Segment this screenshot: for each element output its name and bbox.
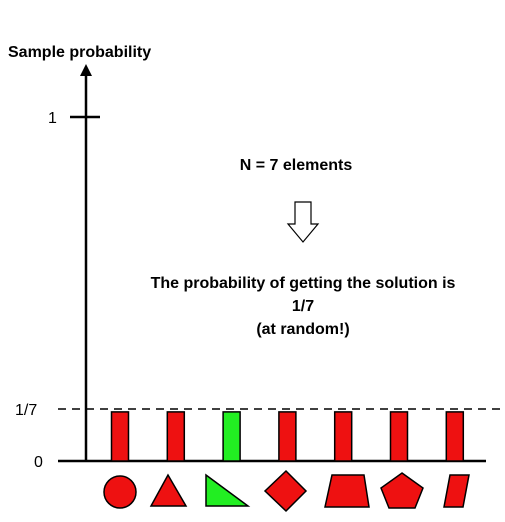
bar-triangle — [166, 411, 186, 462]
right-triangle-shape — [205, 473, 251, 507]
down-arrow-icon — [286, 201, 320, 243]
count-annotation: N = 7 elements — [240, 157, 353, 174]
y-tick-label-0: 0 — [34, 454, 43, 471]
bar-diamond — [278, 411, 297, 462]
triangle-shape — [149, 473, 188, 507]
bar-pentagon — [389, 411, 409, 462]
trapezoid-shape — [324, 474, 370, 508]
bar-trapezoid — [333, 411, 353, 462]
y-tick-label-1: 1 — [48, 110, 57, 127]
bar-parallelogram — [445, 411, 465, 462]
probability-text-line2: 1/7 — [292, 298, 314, 315]
bar-group — [110, 411, 465, 462]
probability-text-line3: (at random!) — [256, 321, 349, 338]
diamond-shape — [263, 469, 308, 513]
parallelogram-shape — [443, 474, 470, 508]
y-tick-label-one-seventh: 1/7 — [15, 402, 37, 419]
y-axis-arrow — [80, 64, 92, 76]
circle-shape — [103, 475, 137, 509]
bar-circle — [110, 411, 130, 462]
probability-text-line1: The probability of getting the solution … — [151, 275, 456, 292]
category-shapes — [103, 469, 470, 513]
y-axis-label: Sample probability — [8, 44, 151, 61]
pentagon-shape — [380, 472, 424, 509]
bar-right-triangle — [222, 411, 241, 462]
